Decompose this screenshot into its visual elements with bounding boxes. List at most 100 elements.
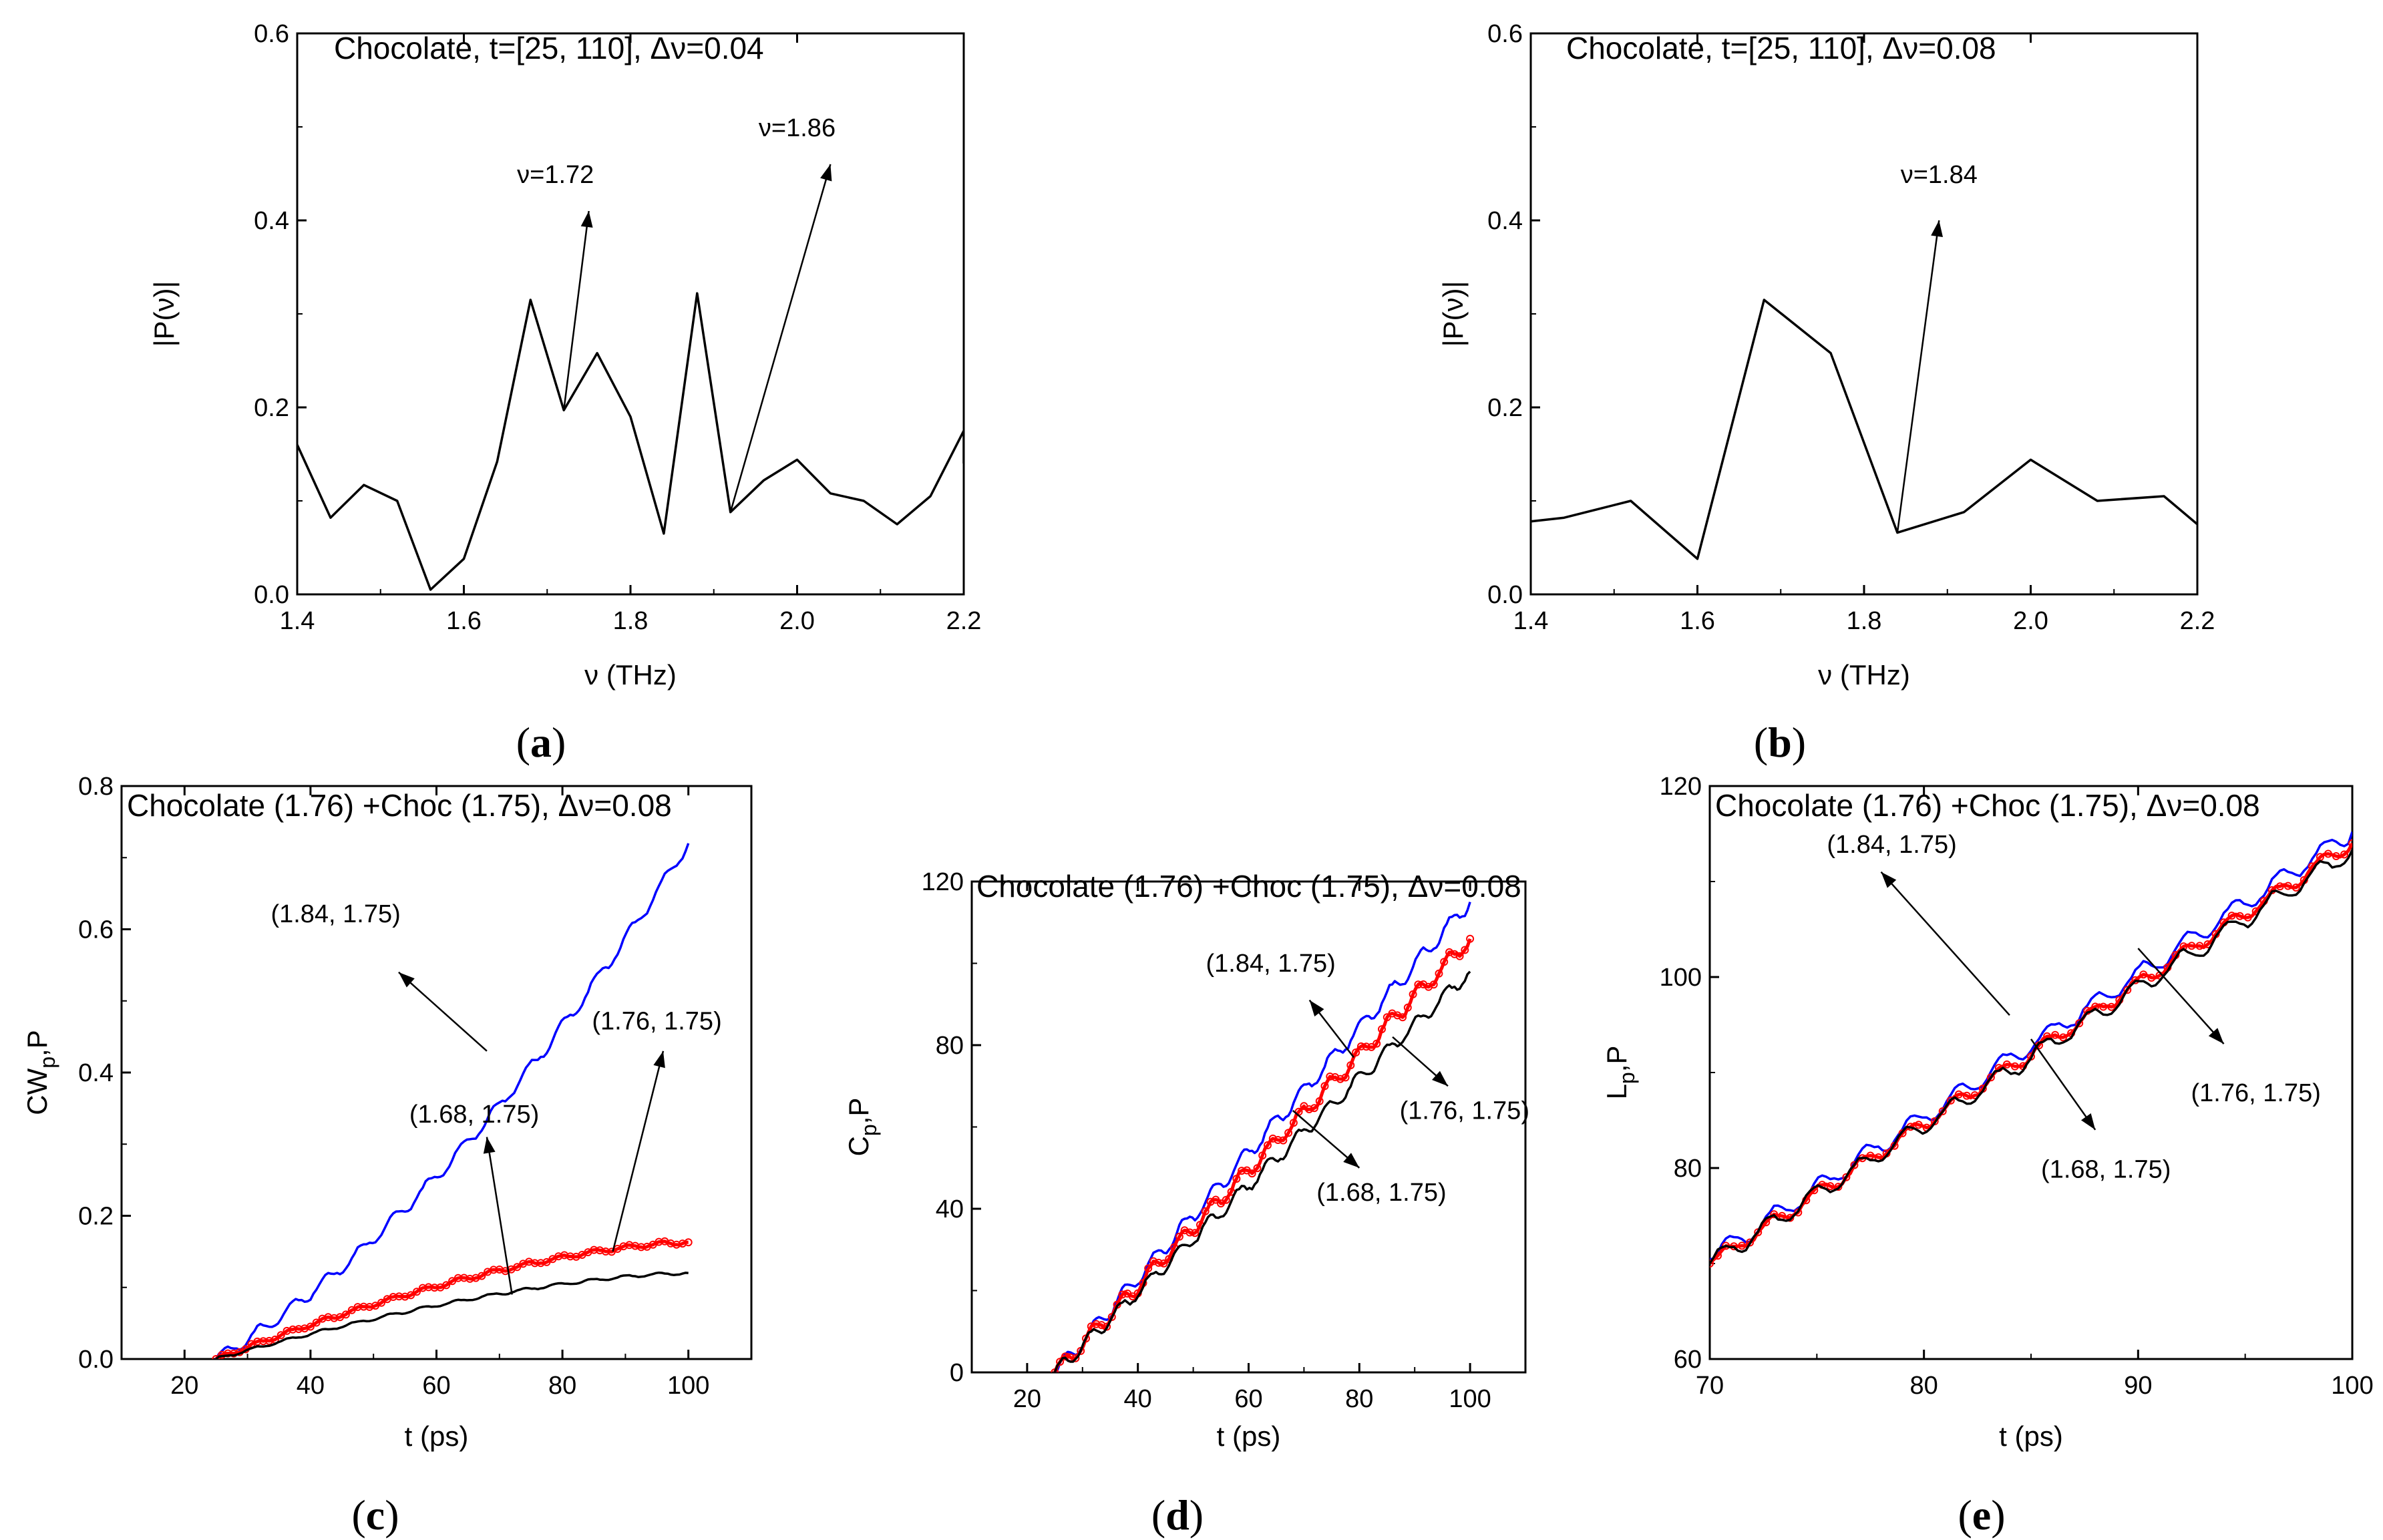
panel-d-series-marker (1356, 1042, 1365, 1050)
panel-b-label: (b) (1754, 719, 1806, 766)
panel-c-x-tick-label: 20 (170, 1372, 198, 1400)
panel-a-y-tick-label: 0.2 (254, 394, 289, 422)
panel-e-series-marker (2275, 882, 2284, 891)
panel-d-series-marker (1144, 1264, 1153, 1273)
panel-d-series-marker (1154, 1258, 1163, 1267)
panel-c-series-marker (684, 1238, 693, 1247)
panel-a-x-axis-label: ν (THz) (584, 659, 677, 691)
panel-d-series-marker (1253, 1164, 1262, 1173)
panel-b-y-tick-label: 0.0 (1487, 581, 1523, 609)
panel-a-annotation-arrow (729, 164, 832, 513)
panel-d-series-marker (1403, 1003, 1412, 1012)
panel-d-series-marker (1222, 1195, 1230, 1204)
panel-e-series-marker (2332, 852, 2340, 860)
panel-d-annotation-arrowhead (1432, 1071, 1448, 1087)
panel-b-annotation-label: ν=1.84 (1901, 161, 1978, 189)
panel-d-series-marker (1258, 1151, 1267, 1160)
panel-c-annotation-arrowhead (483, 1137, 496, 1154)
panel-b-letter: b (1768, 719, 1792, 766)
panel-d-series-marker (1268, 1134, 1277, 1143)
panel-d-series-marker (1149, 1257, 1157, 1266)
panel-c-letter: c (366, 1491, 385, 1539)
panel-d-series-marker (1284, 1129, 1293, 1137)
panel-d-series-marker (1383, 1013, 1391, 1022)
panel-e-series-marker (2283, 882, 2292, 890)
panel-e-series-marker (2010, 1062, 2019, 1071)
panel-a-x-tick-label: 1.8 (613, 607, 649, 635)
panel-c-y-tick-label: 0.2 (78, 1203, 114, 1231)
panel-d-series-marker (1185, 1228, 1194, 1237)
panel-d-series-marker (1289, 1119, 1298, 1127)
panel-d-series-marker (1118, 1290, 1127, 1299)
panel-d-series-marker (1409, 990, 1417, 998)
panel-b-chart: 1.4 1.6 1.8 2.0 2.2 0.0 0.2 0.4 0.6 ν (THz) |P(ν)|… (1437, 20, 2215, 691)
panel-d-series-marker (1107, 1313, 1116, 1321)
panel-b-plot-frame (1529, 32, 2199, 596)
panel-d-series-marker (1159, 1259, 1168, 1268)
panel-c-series-marker (407, 1291, 415, 1300)
panel-d-series-marker (1341, 1073, 1350, 1082)
panel-c-series-marker (212, 1355, 220, 1359)
panel-d-series-marker (1320, 1082, 1329, 1091)
panel-a-x-tick-label: 2.0 (779, 607, 815, 635)
panel-a-annotation-arrowhead (580, 211, 593, 228)
panel-c-annotation-arrow (398, 971, 488, 1052)
panel-c-series-marker (295, 1325, 303, 1334)
panel-c-series-marker (625, 1241, 634, 1249)
panel-d-series-marker (1414, 980, 1423, 989)
panel-e-plot-frame (1708, 785, 2354, 1360)
panel-d-series-marker (1206, 1197, 1215, 1206)
panel-c-series-marker (530, 1259, 539, 1268)
panel-e-series-marker (2051, 1030, 2060, 1039)
panel-d-series-marker (1399, 1013, 1407, 1022)
panel-a-y-tick-label: 0.0 (254, 581, 289, 609)
panel-d-chart: 20 40 60 80 100 0 40 80 120 t (ps) Cp,P (1.84, 1.75… (843, 868, 1529, 1452)
panel-e-series-marker (1850, 1161, 1859, 1169)
panel-c-series-marker (442, 1281, 451, 1290)
panel-a-annotation-arrow (562, 210, 590, 411)
panel-d-series-marker (1279, 1136, 1288, 1145)
panel-e-series-line (1710, 831, 2352, 1261)
panel-e-series-marker (2147, 974, 2156, 982)
panel-d-series-marker (1305, 1105, 1314, 1113)
panel-e-series-marker (2075, 1019, 2084, 1028)
panel-c-series-marker (424, 1283, 433, 1292)
panel-c-series-marker (359, 1302, 368, 1311)
panel-e-series-marker (1710, 1260, 1714, 1268)
panel-d-letter: d (1165, 1491, 1189, 1539)
panel-e-y-tick-label: 100 (1660, 964, 1702, 992)
panel-e-series-marker (2227, 912, 2236, 920)
panel-e-letter: e (1972, 1491, 1991, 1539)
panel-e-x-tick-label: 70 (1696, 1372, 1724, 1400)
panel-b-x-tick-label: 2.2 (2180, 607, 2215, 635)
panel-e-series-marker (2002, 1060, 2011, 1069)
panel-d-x-tick-label: 40 (1124, 1385, 1152, 1413)
panel-c-series-marker (330, 1314, 339, 1322)
panel-a-y-tick-label: 0.6 (254, 20, 289, 48)
panel-d-series-marker (1393, 1011, 1402, 1020)
panel-c-title: Chocolate (1.76) +Choc (1.75), Δν=0.08 (127, 788, 672, 823)
panel-d-series-marker (1445, 948, 1453, 956)
panel-b-x-tick-label: 1.4 (1513, 607, 1549, 635)
panel-d-series-marker (1435, 969, 1443, 978)
panel-b-y-tick-label: 0.2 (1487, 394, 1523, 422)
panel-c-annotation-arrow (612, 1050, 665, 1252)
panel-e-series-marker (2195, 942, 2204, 950)
panel-d-series-marker (1461, 946, 1469, 954)
panel-c-x-tick-label: 100 (667, 1372, 709, 1400)
panel-c-series-marker (478, 1272, 486, 1280)
panel-a-x-tick-label: 2.2 (946, 607, 982, 635)
panel-d-title: Chocolate (1.76) +Choc (1.75), Δν=0.08 (976, 869, 1521, 904)
panel-c-series-marker (542, 1258, 551, 1266)
panel-d-series-marker (1051, 1368, 1059, 1372)
panel-d-series-marker (1326, 1073, 1334, 1081)
panel-e-series-marker (2107, 1002, 2116, 1011)
panel-c-series-marker (637, 1243, 645, 1252)
panel-c-y-tick-label: 0.6 (78, 916, 114, 944)
panel-c-series-line (214, 843, 690, 1359)
panel-c-series-marker (341, 1310, 350, 1319)
panel-d-annotation-label: (1.76, 1.75) (1400, 1097, 1529, 1125)
panel-d-series-marker (1336, 1075, 1344, 1083)
panel-c-series-marker (453, 1274, 462, 1282)
panel-e-y-axis-label: Lp,P (1601, 1046, 1639, 1100)
